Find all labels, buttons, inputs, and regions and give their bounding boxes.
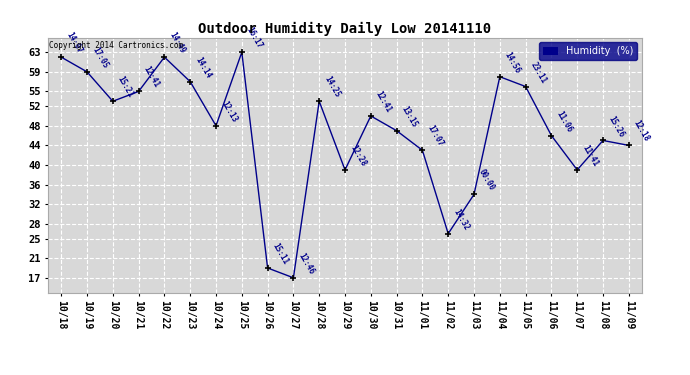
Text: 13:15: 13:15 [400,104,419,129]
Title: Outdoor Humidity Daily Low 20141110: Outdoor Humidity Daily Low 20141110 [199,22,491,36]
Text: 14:25: 14:25 [322,75,342,99]
Text: 11:41: 11:41 [580,144,600,168]
Text: 12:18: 12:18 [632,119,651,144]
Text: 11:06: 11:06 [555,109,574,134]
Text: 17:07: 17:07 [426,124,445,148]
Text: 17:05: 17:05 [90,45,110,70]
Text: 14:56: 14:56 [503,50,522,75]
Text: 12:28: 12:28 [348,144,368,168]
Text: 14:32: 14:32 [451,207,471,232]
Text: Copyright 2014 Cartronics.com: Copyright 2014 Cartronics.com [50,41,184,50]
Text: 23:11: 23:11 [529,60,548,85]
Text: 14:14: 14:14 [193,55,213,80]
Text: 12:41: 12:41 [374,90,393,114]
Text: 14:49: 14:49 [168,31,187,55]
Legend: Humidity  (%): Humidity (%) [540,42,637,60]
Text: 12:13: 12:13 [219,99,239,124]
Text: 15:26: 15:26 [606,114,625,138]
Text: 15:11: 15:11 [270,242,290,266]
Text: 15:21: 15:21 [116,75,135,99]
Text: 12:46: 12:46 [297,251,316,276]
Text: 00:00: 00:00 [477,168,496,192]
Text: 16:17: 16:17 [245,26,264,50]
Text: 14:07: 14:07 [64,31,83,55]
Text: 12:41: 12:41 [141,65,161,90]
